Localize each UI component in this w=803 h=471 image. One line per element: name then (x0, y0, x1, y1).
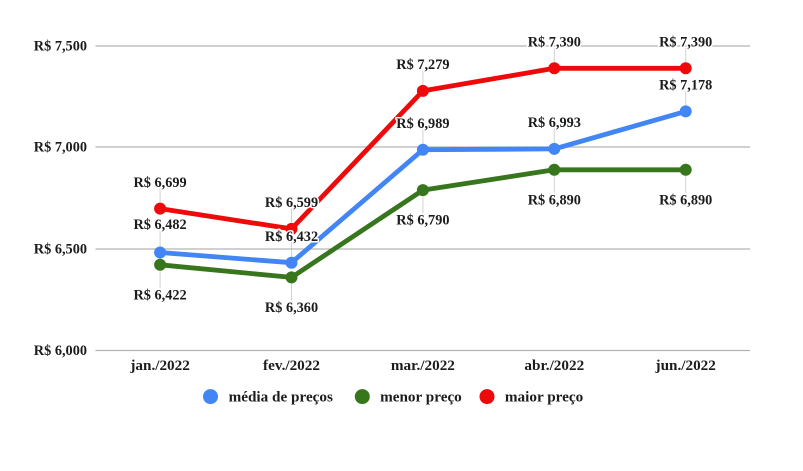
svg-text:R$ 6,000: R$ 6,000 (34, 343, 87, 359)
svg-text:R$ 6,360: R$ 6,360 (265, 300, 318, 316)
svg-text:R$ 7,279: R$ 7,279 (396, 57, 449, 73)
svg-text:R$ 7,178: R$ 7,178 (659, 78, 712, 94)
svg-text:mar./2022: mar./2022 (391, 357, 455, 374)
svg-text:R$ 6,890: R$ 6,890 (659, 192, 712, 208)
svg-text:R$ 6,500: R$ 6,500 (34, 242, 87, 258)
svg-text:R$ 6,422: R$ 6,422 (133, 287, 186, 303)
svg-text:R$ 6,699: R$ 6,699 (133, 175, 186, 191)
svg-text:menor preço: menor preço (380, 389, 462, 406)
svg-text:R$ 6,989: R$ 6,989 (396, 116, 449, 132)
svg-text:R$ 6,432: R$ 6,432 (265, 229, 318, 245)
svg-text:jan./2022: jan./2022 (129, 357, 190, 374)
svg-text:abr./2022: abr./2022 (524, 357, 584, 374)
svg-text:jun./2022: jun./2022 (655, 357, 716, 374)
svg-text:R$ 7,390: R$ 7,390 (659, 35, 712, 51)
svg-text:R$ 7,000: R$ 7,000 (34, 140, 87, 156)
svg-text:R$ 6,482: R$ 6,482 (133, 217, 186, 233)
svg-text:R$ 6,890: R$ 6,890 (528, 192, 581, 208)
svg-text:média de preços: média de preços (229, 389, 333, 406)
svg-text:maior preço: maior preço (505, 389, 584, 406)
svg-text:R$ 7,390: R$ 7,390 (528, 35, 581, 51)
svg-text:R$ 6,790: R$ 6,790 (396, 213, 449, 229)
svg-text:R$ 6,993: R$ 6,993 (528, 115, 581, 131)
svg-text:R$ 7,500: R$ 7,500 (34, 39, 87, 55)
svg-text:R$ 6,599: R$ 6,599 (265, 195, 318, 211)
svg-text:fev./2022: fev./2022 (263, 357, 320, 374)
